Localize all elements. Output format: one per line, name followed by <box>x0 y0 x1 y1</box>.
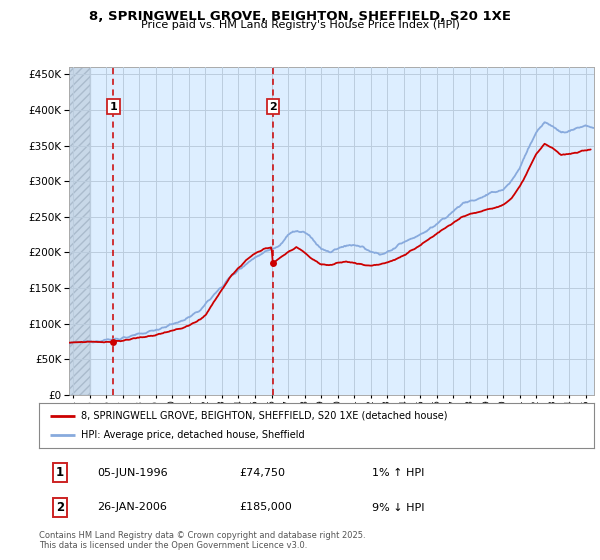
Bar <box>69 67 89 395</box>
Text: 9% ↓ HPI: 9% ↓ HPI <box>372 502 425 512</box>
Text: 2: 2 <box>56 501 64 514</box>
Text: Contains HM Land Registry data © Crown copyright and database right 2025.
This d: Contains HM Land Registry data © Crown c… <box>39 531 365 550</box>
Text: Price paid vs. HM Land Registry's House Price Index (HPI): Price paid vs. HM Land Registry's House … <box>140 20 460 30</box>
Text: £185,000: £185,000 <box>239 502 292 512</box>
Text: £74,750: £74,750 <box>239 468 285 478</box>
Bar <box>69 67 89 395</box>
Text: 26-JAN-2006: 26-JAN-2006 <box>97 502 167 512</box>
Text: 1: 1 <box>110 101 118 111</box>
Text: 1: 1 <box>56 466 64 479</box>
Text: 1% ↑ HPI: 1% ↑ HPI <box>372 468 424 478</box>
Text: 8, SPRINGWELL GROVE, BEIGHTON, SHEFFIELD, S20 1XE (detached house): 8, SPRINGWELL GROVE, BEIGHTON, SHEFFIELD… <box>80 410 447 421</box>
Text: 05-JUN-1996: 05-JUN-1996 <box>97 468 168 478</box>
Text: 8, SPRINGWELL GROVE, BEIGHTON, SHEFFIELD, S20 1XE: 8, SPRINGWELL GROVE, BEIGHTON, SHEFFIELD… <box>89 10 511 22</box>
Text: 2: 2 <box>269 101 277 111</box>
Text: HPI: Average price, detached house, Sheffield: HPI: Average price, detached house, Shef… <box>80 431 304 441</box>
